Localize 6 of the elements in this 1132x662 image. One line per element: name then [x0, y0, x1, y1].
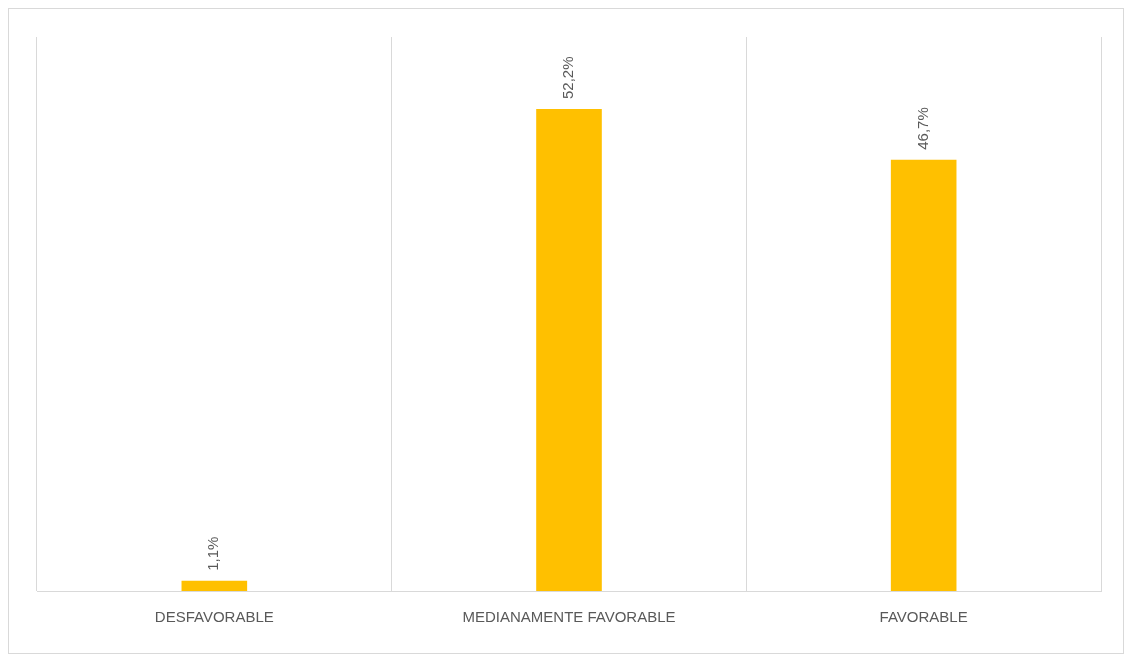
- x-tick-label: FAVORABLE: [879, 608, 968, 626]
- x-tick-label: DESFAVORABLE: [154, 608, 274, 626]
- data-label: 1,1%: [204, 536, 222, 571]
- data-label: 46,7%: [913, 107, 931, 150]
- x-tick-label: MEDIANAMENTE FAVORABLE: [462, 608, 676, 626]
- data-label: 52,2%: [559, 56, 577, 100]
